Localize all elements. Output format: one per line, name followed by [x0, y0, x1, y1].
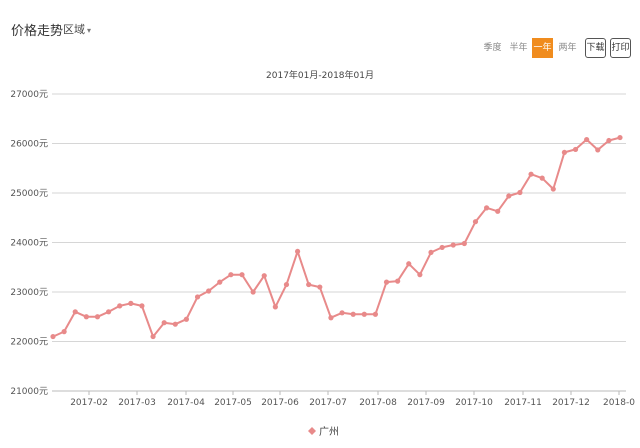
- page-title: 价格走势: [11, 24, 64, 39]
- x-tick-label: 2017-04: [167, 398, 205, 408]
- data-point: [517, 189, 523, 196]
- data-point: [495, 208, 501, 214]
- data-point: [328, 315, 334, 321]
- data-point: [161, 320, 167, 326]
- data-point: [306, 281, 312, 288]
- data-point: [461, 240, 467, 247]
- data-point: [428, 249, 434, 255]
- data-point: [117, 303, 123, 309]
- range-half-year-button[interactable]: 半年: [508, 38, 529, 58]
- x-tick-label: 2017-06: [261, 398, 299, 408]
- data-point: [550, 186, 556, 192]
- data-point: [606, 137, 612, 144]
- x-tick-label: 2017-03: [118, 398, 156, 408]
- data-point: [406, 261, 412, 267]
- data-point: [395, 278, 401, 284]
- range-two-years-button[interactable]: 两年: [557, 38, 578, 58]
- data-point: [150, 333, 156, 340]
- data-point: [105, 309, 112, 315]
- x-tick-label: 2017-11: [504, 398, 542, 408]
- data-point: [572, 146, 579, 153]
- x-tick-label: 2017-02: [70, 398, 108, 408]
- chart-header: 价格走势 区域 ▾: [0, 0, 640, 40]
- data-point: [483, 205, 490, 211]
- x-tick-label: 2017-09: [407, 398, 445, 408]
- legend: 广州: [308, 426, 339, 438]
- data-point: [172, 321, 178, 327]
- data-point: [383, 279, 390, 285]
- chevron-down-icon: ▾: [87, 26, 92, 35]
- x-tick-label: 2017-08: [359, 398, 397, 408]
- y-tick-label: 22000元: [10, 338, 48, 348]
- data-point: [584, 136, 590, 143]
- data-point: [361, 311, 367, 317]
- series-line-guangzhou: [52, 136, 621, 338]
- chart-title: 2017年01月-2018年01月: [266, 69, 374, 81]
- y-tick-label: 23000元: [10, 288, 48, 298]
- data-point: [206, 288, 212, 294]
- y-tick-label: 26000元: [10, 140, 48, 150]
- x-tick-label: 2018-0: [603, 398, 635, 408]
- data-point: [228, 272, 234, 278]
- data-point: [539, 175, 545, 181]
- data-point: [239, 272, 245, 278]
- data-point: [595, 147, 601, 153]
- y-tick-label: 24000元: [10, 239, 48, 249]
- data-point: [83, 314, 89, 320]
- data-point: [317, 284, 323, 290]
- y-tick-label: 27000元: [10, 90, 48, 100]
- data-point: [72, 309, 78, 315]
- data-point: [183, 316, 190, 322]
- data-point: [350, 311, 356, 317]
- data-point: [194, 294, 201, 300]
- y-tick-label: 21000元: [10, 387, 48, 397]
- data-point: [128, 300, 134, 306]
- x-tick-label: 2017-10: [455, 398, 493, 408]
- data-point: [472, 219, 479, 225]
- print-button[interactable]: 打印: [610, 38, 631, 58]
- data-point: [139, 303, 145, 309]
- data-point: [94, 314, 101, 320]
- x-tick-label: 2017-05: [214, 398, 252, 408]
- data-point: [50, 333, 56, 340]
- region-dropdown[interactable]: 区域 ▾: [63, 21, 91, 37]
- download-button[interactable]: 下载: [585, 38, 606, 58]
- region-label: 区域: [63, 23, 85, 36]
- data-point: [372, 311, 379, 317]
- data-point: [617, 134, 623, 141]
- data-point: [217, 279, 223, 285]
- data-point: [272, 304, 278, 310]
- data-point: [417, 272, 423, 278]
- range-quarter-button[interactable]: 季度: [482, 38, 503, 58]
- x-tick-label: 2017-07: [309, 398, 347, 408]
- x-tick-label: 2017-12: [552, 398, 590, 408]
- data-point: [283, 281, 290, 288]
- data-point: [294, 248, 301, 255]
- data-point: [528, 171, 534, 177]
- data-point: [250, 289, 256, 295]
- data-point: [61, 329, 67, 335]
- data-point: [261, 273, 267, 279]
- data-point: [506, 193, 512, 199]
- range-one-year-button[interactable]: 一年: [532, 38, 553, 58]
- data-point: [439, 244, 445, 251]
- legend-label: 广州: [319, 426, 339, 438]
- data-point: [450, 242, 456, 248]
- legend-marker-icon: [308, 427, 316, 435]
- y-tick-label: 25000元: [10, 189, 48, 199]
- data-point: [339, 310, 345, 316]
- data-point: [561, 149, 568, 156]
